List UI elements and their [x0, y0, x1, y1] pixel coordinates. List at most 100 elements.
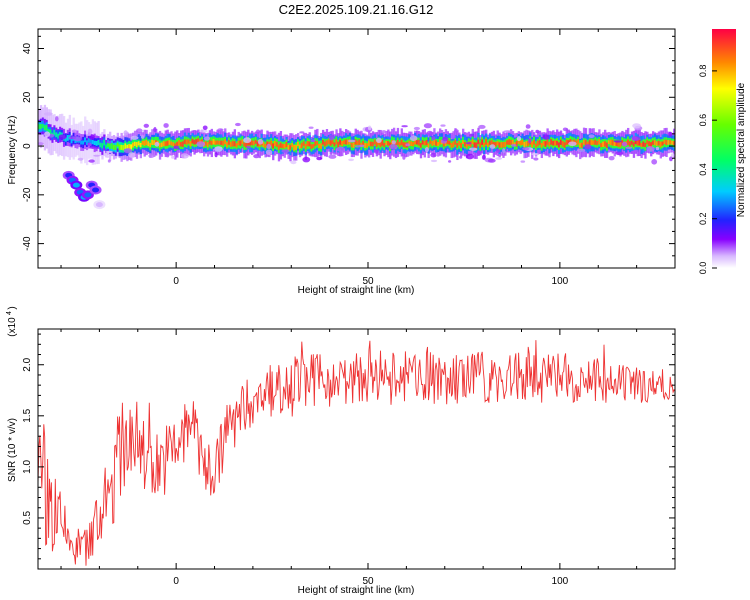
heat-cell: [166, 140, 169, 146]
heat-speck: [468, 133, 475, 137]
heat-cell: [235, 143, 238, 148]
heat-cell: [396, 140, 400, 145]
heat-speck: [655, 146, 660, 151]
heat-speck: [633, 149, 639, 152]
heat-cell: [435, 140, 438, 146]
heat-cell: [369, 141, 373, 147]
heat-cell: [170, 141, 173, 146]
heat-speck: [38, 142, 44, 146]
heat-cell: [659, 141, 662, 148]
heat-cell: [64, 137, 68, 142]
heat-cell: [492, 141, 496, 147]
heat-cell: [95, 140, 98, 146]
heat-cell: [609, 139, 613, 146]
heat-speck: [55, 116, 59, 122]
heat-speck: [196, 141, 206, 148]
heat-cell: [655, 141, 659, 147]
y-tick-label: 0: [22, 143, 33, 149]
heat-cell: [619, 141, 622, 148]
heat-cell: [231, 140, 235, 147]
heat-cell: [84, 137, 87, 143]
heat-cell: [229, 141, 233, 147]
heat-cell: [220, 140, 223, 145]
heat-cell: [216, 140, 219, 145]
snr-multiplier: (x10 4 ): [6, 306, 18, 336]
heat-cell: [176, 141, 179, 147]
heat-cell: [179, 142, 183, 147]
heat-cell: [218, 140, 221, 145]
heat-speck: [562, 127, 568, 132]
heat-cell: [454, 140, 457, 145]
heat-speck: [402, 155, 406, 160]
heat-cell: [381, 139, 384, 146]
heat-cell: [82, 140, 85, 145]
heat-cell: [281, 143, 284, 149]
heat-cell: [145, 139, 148, 146]
heat-cell: [57, 133, 60, 139]
heat-speck: [265, 149, 273, 155]
heat-cell: [114, 145, 118, 150]
heat-cell: [130, 144, 133, 150]
heat-cell: [335, 139, 338, 145]
heat-cell: [356, 140, 359, 145]
heat-speck: [257, 139, 264, 145]
heat-cell: [270, 140, 273, 147]
heat-speck: [442, 136, 449, 142]
heat-cell: [358, 139, 361, 145]
heat-cell: [108, 143, 112, 149]
heat-cell: [302, 141, 306, 146]
heat-cell: [249, 140, 252, 146]
heat-speck: [328, 154, 337, 159]
heat-cell: [49, 129, 52, 136]
snr-panel: 0 50 100 0.5 1.0 1.5 2.0 Height of straight l…: [6, 306, 676, 596]
heat-speck: [106, 141, 112, 144]
heat-cell: [477, 139, 480, 145]
colorbar-tick-label: 0.6: [698, 114, 708, 127]
heat-cell: [214, 140, 217, 145]
heat-cell: [550, 139, 553, 145]
y-tick-label: 0.5: [22, 511, 33, 525]
heat-speck: [44, 131, 51, 137]
heat-speck: [93, 154, 100, 157]
heat-cell: [105, 144, 108, 149]
heat-speck: [478, 124, 486, 129]
heat-cell: [546, 139, 549, 145]
heat-cell: [227, 140, 231, 145]
heat-speck: [123, 148, 133, 154]
heat-speck: [171, 155, 175, 159]
x-tick-label: 0: [173, 276, 179, 287]
heat-cell: [103, 139, 106, 146]
spectrogram-x-ticks: 0 50 100: [60, 29, 676, 287]
heat-speck: [481, 154, 486, 160]
heat-cell: [417, 139, 421, 146]
heat-speck: [496, 148, 501, 153]
heat-cell: [147, 141, 150, 147]
heat-cell: [534, 143, 538, 148]
heat-speck: [58, 134, 67, 140]
heat-cell: [400, 139, 403, 146]
heat-cell: [653, 139, 657, 146]
heat-speck: [632, 123, 641, 129]
heat-cell: [628, 141, 632, 147]
heat-cell: [425, 140, 428, 146]
heat-cell: [91, 139, 95, 145]
heat-cell: [343, 140, 346, 145]
heat-cell: [580, 142, 584, 148]
heat-cell: [429, 140, 432, 145]
heat-cell: [327, 139, 331, 145]
heat-cell: [515, 140, 519, 147]
heat-speck: [43, 112, 53, 116]
heat-cell: [517, 139, 520, 144]
heat-cell: [183, 139, 187, 145]
heat-cell: [333, 142, 336, 147]
heat-cell: [387, 141, 390, 146]
heat-cell: [500, 142, 503, 148]
heat-speck: [584, 144, 592, 150]
heat-cell: [473, 142, 476, 149]
heat-cell: [139, 142, 143, 148]
heat-speck: [214, 146, 223, 152]
heat-cell: [552, 140, 555, 146]
heat-cell: [504, 141, 507, 147]
heat-speck: [391, 140, 396, 145]
heat-cell: [531, 141, 534, 148]
